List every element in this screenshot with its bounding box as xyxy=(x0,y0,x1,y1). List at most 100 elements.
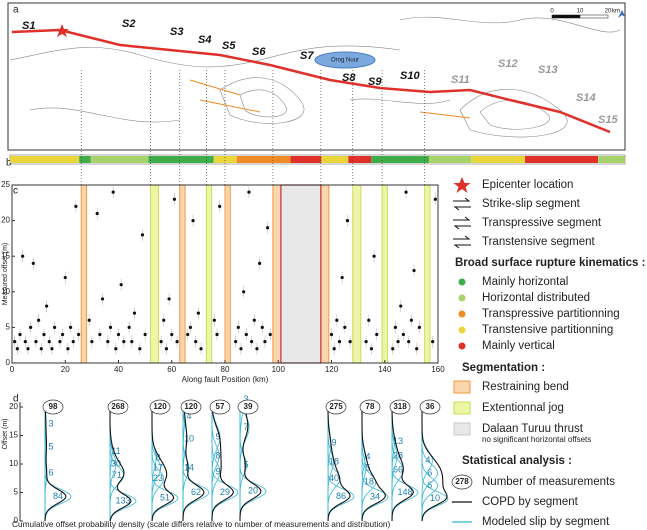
segment-label: S14 xyxy=(576,92,596,104)
offset-point xyxy=(337,340,342,344)
segment-label: S11 xyxy=(451,74,470,86)
peak-count: 62 xyxy=(191,487,201,497)
offset-point xyxy=(119,283,123,287)
y-axis-label: Measured offset (m) xyxy=(2,243,9,306)
y-tick-label: 15 xyxy=(9,431,18,440)
offset-point xyxy=(34,340,38,344)
peak-count: 5 xyxy=(48,441,53,451)
segment-label: S1 xyxy=(22,20,35,32)
copd-curve xyxy=(151,407,175,522)
peak-count: 66 xyxy=(393,465,403,475)
offset-point xyxy=(372,254,376,258)
offset-point xyxy=(37,318,41,322)
offset-point xyxy=(114,347,118,351)
kinematics-segment xyxy=(10,156,80,163)
legend-dot xyxy=(458,310,466,318)
legend-symbol xyxy=(453,235,471,249)
offset-point xyxy=(74,204,78,208)
peak-count: 17 xyxy=(153,462,163,472)
kinematics-segment xyxy=(471,156,526,163)
y-tick-label: 10 xyxy=(1,287,10,296)
segment-count: 78 xyxy=(366,402,375,411)
offset-point xyxy=(138,347,142,351)
offset-point xyxy=(215,332,219,337)
peak-count: 4 xyxy=(186,411,191,421)
offset-point xyxy=(130,340,134,344)
x-tick-label: 20 xyxy=(61,365,70,374)
offset-point xyxy=(194,340,198,344)
epicenter-star xyxy=(55,24,69,37)
lake-label: Orog Nuur xyxy=(331,58,359,64)
offset-point xyxy=(409,318,413,322)
legend-badge-count: 278 xyxy=(455,477,469,486)
y-axis-label: Offset (m) xyxy=(2,419,9,450)
legend-label: Extentionnal jog xyxy=(482,402,564,414)
restraining-bend xyxy=(80,184,88,364)
y-tick-label: 20 xyxy=(9,402,18,411)
offset-point xyxy=(63,275,67,280)
offset-point xyxy=(26,347,30,351)
peak-count: 3 xyxy=(48,418,53,428)
panel-label: a xyxy=(13,5,19,16)
offset-point xyxy=(23,340,27,344)
offset-point xyxy=(250,340,254,344)
offset-point xyxy=(433,197,437,201)
count-badge xyxy=(389,399,411,415)
segment-count: 120 xyxy=(153,402,167,411)
peak-count: 5 xyxy=(243,460,248,470)
offset-point xyxy=(13,340,17,344)
kinematics-segment xyxy=(290,156,322,163)
legend-label: Transpressive partitionning xyxy=(482,308,620,320)
legend-label: Epicenter location xyxy=(482,179,573,191)
legend-symbol xyxy=(453,216,471,230)
copd-curve xyxy=(182,406,205,522)
peak-count: 133 xyxy=(115,495,130,505)
legend-star xyxy=(453,177,471,193)
scale-tick-label: 0 xyxy=(550,9,554,15)
kinematics-segment xyxy=(90,156,149,163)
offset-point xyxy=(39,347,43,351)
kinematics-segment xyxy=(321,156,349,163)
count-badge xyxy=(359,399,381,415)
extensional-jog xyxy=(381,184,388,364)
legend-label: Transtensive segment xyxy=(482,236,596,248)
peak-count: 84 xyxy=(53,491,63,501)
offset-point xyxy=(375,332,379,337)
offset-point xyxy=(236,325,240,329)
copd-curve xyxy=(421,407,448,522)
peak-count: 13 xyxy=(393,436,403,446)
offset-point xyxy=(415,347,419,351)
panel-label: c xyxy=(13,186,18,197)
legend-label: Strike-slip segment xyxy=(482,198,581,210)
legend-heading: Statistical analysis : xyxy=(462,455,572,467)
legend-note: no significant horizontal offsets xyxy=(482,435,591,444)
y-tick-label: 25 xyxy=(1,180,10,189)
offset-point xyxy=(412,268,416,273)
peak-count: 30 xyxy=(111,458,121,468)
offset-point xyxy=(172,197,177,201)
legend-dot xyxy=(458,326,466,334)
x-tick-label: 140 xyxy=(378,365,392,374)
segment-label: S3 xyxy=(170,26,183,38)
peak-count: 29 xyxy=(220,487,230,497)
restraining-bend xyxy=(272,184,282,364)
copd-curve xyxy=(239,406,262,522)
offset-point xyxy=(247,190,251,194)
peak-count: 9 xyxy=(215,432,220,442)
offset-point xyxy=(239,347,243,351)
count-badge xyxy=(180,399,202,415)
offset-point xyxy=(218,204,222,208)
legend-label: Mainly vertical xyxy=(482,340,555,352)
offset-point xyxy=(188,325,192,329)
x-axis-label: Along fault Position (km) xyxy=(182,375,269,384)
copd-curve xyxy=(391,406,414,522)
legend-label: Horizontal distributed xyxy=(482,292,590,304)
offset-point xyxy=(159,340,163,344)
modeled-slip xyxy=(211,406,221,521)
peak-count: 5 xyxy=(365,462,370,472)
offset-point xyxy=(340,275,344,280)
offset-point xyxy=(68,325,73,329)
offset-point xyxy=(332,347,336,351)
offset-point xyxy=(199,347,203,351)
offset-point xyxy=(76,332,81,337)
